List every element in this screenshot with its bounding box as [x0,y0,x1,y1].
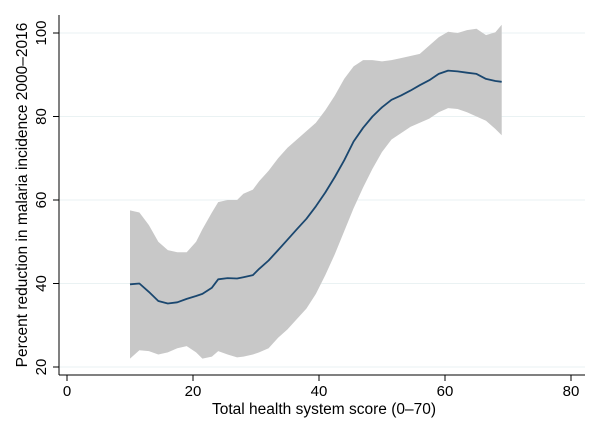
confidence-band-area [130,24,502,359]
fitted-line [129,69,502,305]
axes [58,15,585,376]
x-ticks: 0 20 40 60 80 [63,375,580,400]
x-axis-title: Total health system score (0–70) [212,401,436,418]
y-tick-label: 100 [33,20,50,45]
y-ticks: 20 40 60 80 100 [33,20,59,375]
y-tick-label: 80 [33,108,50,125]
x-tick-label: 20 [185,383,202,400]
x-tick-label: 80 [563,383,580,400]
x-tick-label: 60 [437,383,454,400]
y-tick-label: 40 [33,275,50,292]
confidence-band [130,24,502,359]
series-line [129,69,502,305]
x-tick-label: 0 [63,383,71,400]
y-tick-label: 20 [33,359,50,376]
y-axis-title: Percent reduction in malaria incidence 2… [14,23,31,368]
y-tick-label: 60 [33,192,50,209]
x-tick-label: 40 [311,383,328,400]
